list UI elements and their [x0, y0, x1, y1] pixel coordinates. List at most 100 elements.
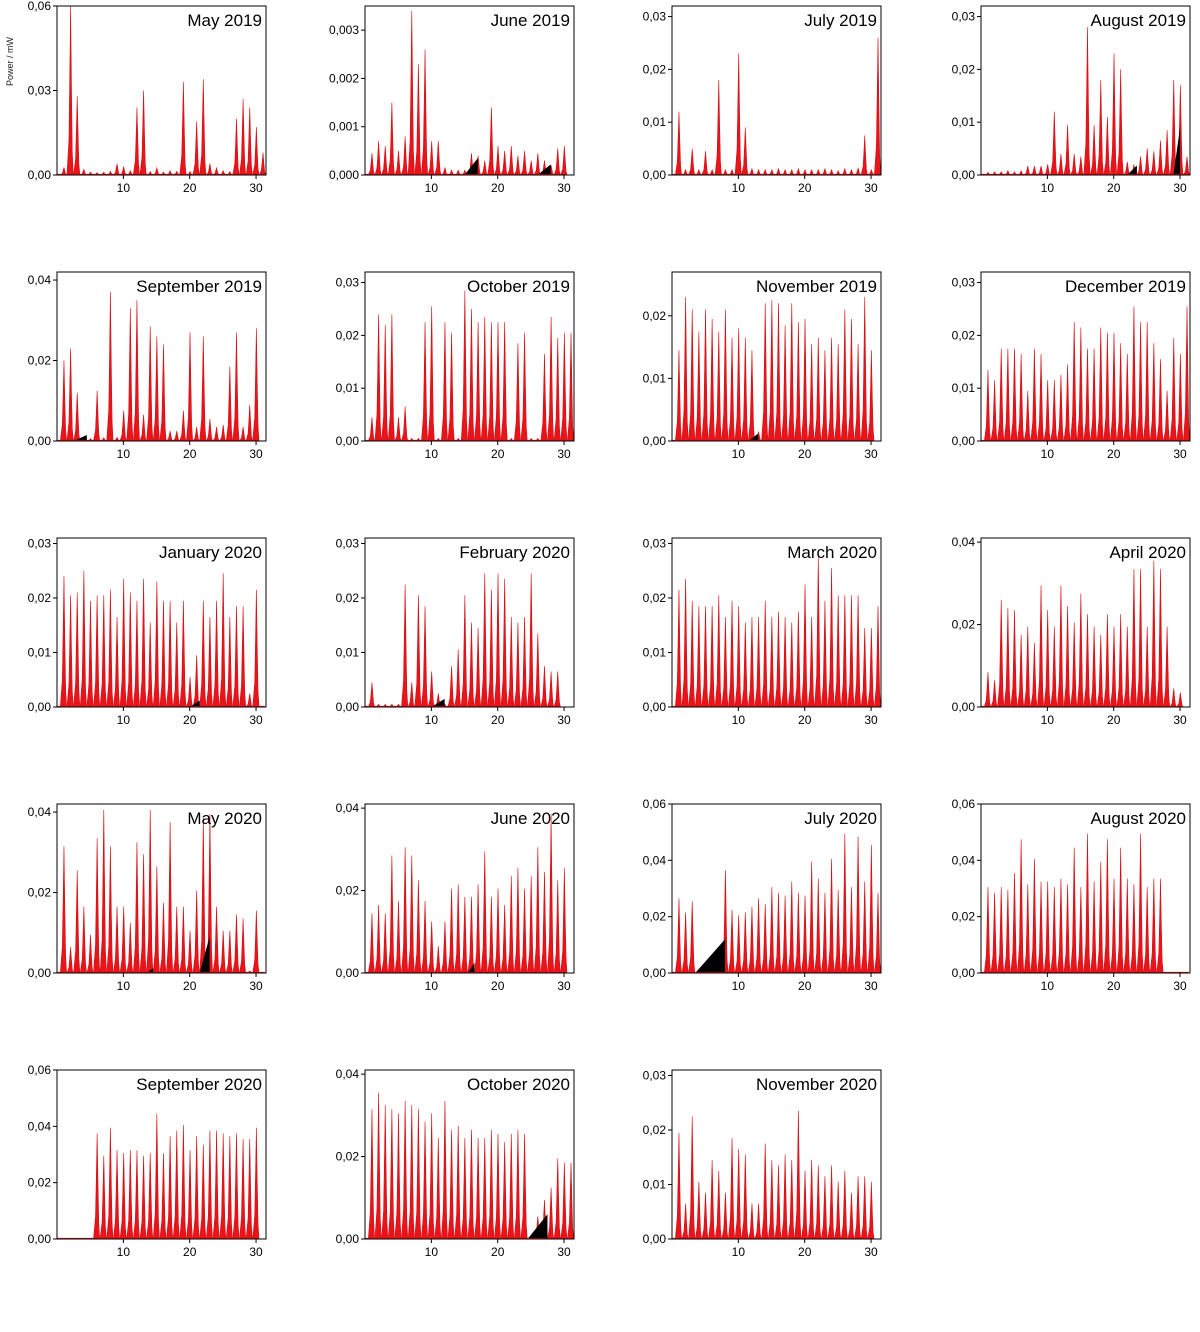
day-peak	[59, 576, 67, 708]
day-peak	[674, 1132, 682, 1240]
day-peak	[1023, 884, 1031, 974]
day-peak	[493, 146, 502, 176]
day-peak	[1050, 626, 1058, 708]
day-peak	[205, 814, 213, 974]
day-peak	[734, 606, 742, 708]
day-peak	[186, 332, 194, 442]
day-peak	[1116, 69, 1124, 176]
day-peak	[708, 318, 716, 442]
day-peak	[179, 906, 187, 974]
day-peak	[494, 573, 502, 708]
day-peak	[401, 406, 409, 442]
day-peak	[239, 606, 247, 708]
y-tick-label: 0,00	[336, 700, 360, 714]
day-peak	[1163, 390, 1171, 442]
y-tick-label: 0,00	[336, 1232, 360, 1246]
day-peak	[553, 1158, 561, 1240]
day-peak	[774, 303, 782, 442]
x-tick-label: 20	[183, 447, 197, 461]
day-peak	[381, 324, 389, 442]
day-peak	[146, 622, 154, 708]
day-peak	[73, 96, 81, 176]
y-tick-label: 0,06	[643, 797, 667, 811]
day-peak	[1083, 614, 1091, 708]
day-peak	[440, 921, 448, 974]
day-peak	[513, 343, 521, 442]
day-peak	[225, 930, 233, 974]
day-peak	[860, 1176, 868, 1240]
day-peak	[761, 1143, 769, 1240]
day-peak	[225, 617, 233, 708]
y-tick-label: 0,01	[643, 115, 667, 129]
x-tick-label: 20	[798, 979, 812, 993]
y-tick-label: 0,04	[336, 801, 360, 815]
day-peak	[447, 888, 455, 974]
day-peak	[1143, 626, 1151, 708]
x-tick-label: 10	[425, 447, 439, 461]
day-peak	[774, 1165, 782, 1240]
day-peak	[132, 600, 140, 708]
y-tick-label: 0,02	[643, 1123, 667, 1137]
day-peak	[983, 671, 991, 708]
day-peak	[560, 146, 568, 176]
x-tick-label: 10	[1041, 181, 1055, 195]
day-peak	[205, 418, 214, 442]
day-peak	[761, 303, 769, 442]
day-peak	[794, 1110, 802, 1240]
day-peak	[1063, 606, 1071, 708]
day-peak	[474, 322, 482, 442]
day-peak	[447, 1129, 455, 1240]
day-peak	[741, 337, 749, 442]
day-peak	[553, 148, 561, 176]
day-peak	[205, 617, 213, 708]
day-peak	[192, 1136, 200, 1240]
day-peak	[827, 858, 835, 974]
day-peak	[1023, 165, 1032, 176]
day-peak	[112, 163, 121, 176]
day-peak	[427, 306, 435, 442]
day-peak	[781, 895, 789, 974]
day-peak	[421, 1121, 429, 1240]
day-peak	[547, 316, 555, 442]
day-peak	[820, 892, 828, 974]
day-peak	[152, 866, 160, 974]
month-panel: 0,00 0,02 0,04 10 20 30 September 2019	[2, 268, 308, 534]
day-peak	[1003, 889, 1011, 974]
day-peak	[179, 600, 187, 708]
day-peak	[172, 430, 180, 442]
y-tick-label: 0,002	[329, 71, 359, 85]
day-peak	[767, 1159, 775, 1240]
day-peak	[513, 867, 521, 974]
day-peak	[721, 309, 729, 442]
day-peak	[1156, 140, 1164, 176]
day-peak	[434, 1138, 442, 1240]
month-panel: 0,00 0,01 0,02 0,03 10 20 30 February 2020	[310, 534, 616, 800]
day-peak	[86, 600, 94, 708]
day-peak	[1169, 688, 1177, 708]
x-tick-label: 20	[491, 447, 505, 461]
day-peak	[1129, 884, 1137, 974]
day-peak	[854, 836, 862, 974]
month-title: January 2020	[159, 543, 262, 562]
day-peak	[407, 855, 415, 974]
day-peak	[840, 833, 848, 974]
day-peak	[1096, 861, 1104, 974]
y-tick-label: 0,02	[643, 62, 667, 76]
plot-frame	[671, 803, 882, 974]
day-peak	[827, 567, 835, 708]
day-peak	[480, 160, 488, 176]
month-chart: 0,00 0,01 0,02 0,03 10 20 30 February 2020	[336, 536, 575, 727]
day-peak	[507, 617, 515, 708]
day-peak	[126, 592, 134, 708]
y-tick-label: 0,03	[336, 276, 360, 290]
plot-frame	[671, 5, 882, 176]
day-peak	[1043, 610, 1051, 708]
day-peak	[427, 1113, 435, 1240]
day-peak	[714, 331, 722, 442]
day-peak	[447, 332, 455, 442]
y-tick-label: 0,001	[329, 120, 359, 134]
day-peak	[674, 898, 682, 974]
day-peak	[527, 573, 535, 708]
plot-frame	[980, 803, 1191, 974]
plot-frame	[364, 537, 575, 708]
